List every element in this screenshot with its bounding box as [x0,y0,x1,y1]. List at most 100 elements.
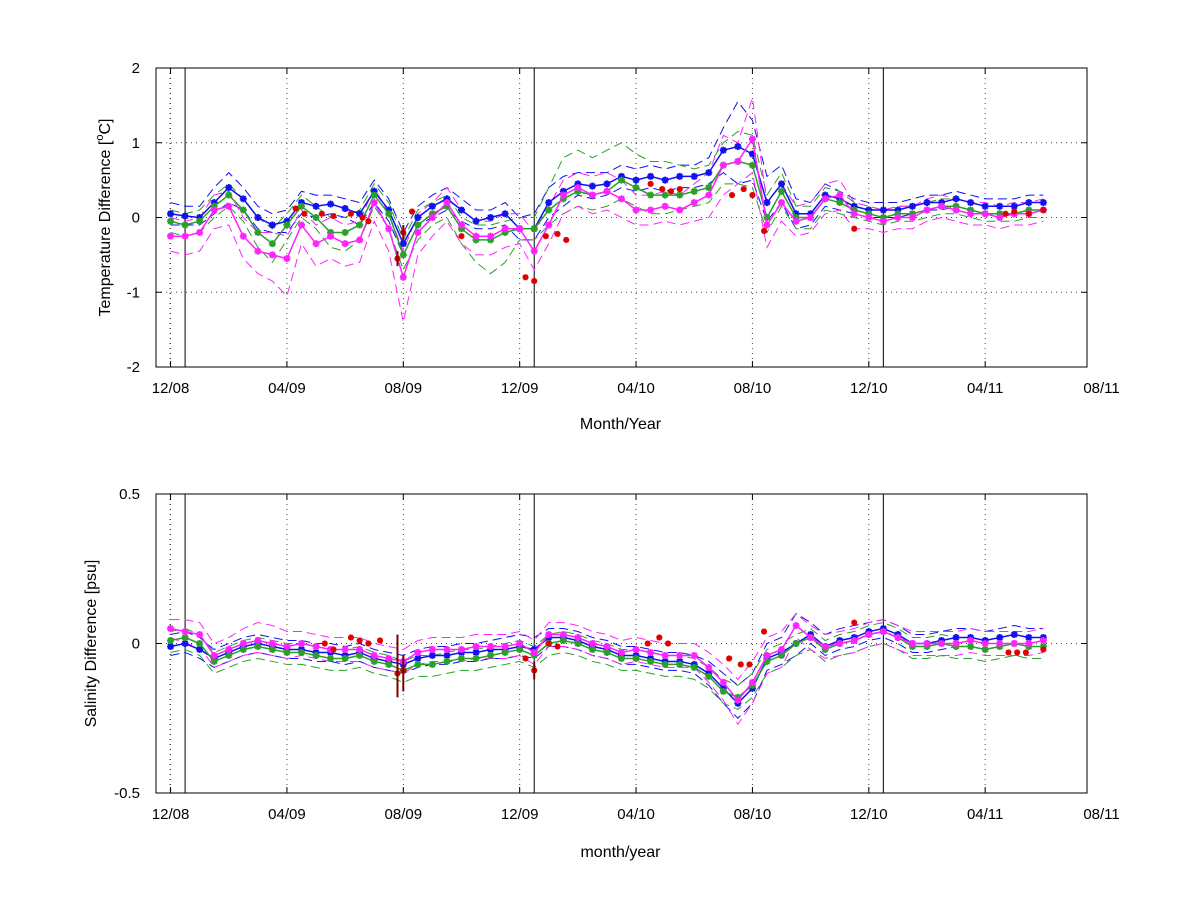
salinity-point-magenta-1 [181,628,189,636]
temperature-red-point-25 [1002,210,1009,217]
salinity-x-tick-labels: 12/08 04/09 08/09 12/09 04/10 08/10 12/10 04/11… [152,806,1120,823]
temperature-ytick-label-4: 2 [132,60,140,77]
temperature-x-axis-label: Month/Year [580,416,662,433]
temperature-envelopes [170,97,1044,323]
salinity-xtick-label-8: 08/11 [1083,806,1119,823]
temperature-xtick-label-3: 12/09 [501,380,539,397]
temperature-y-tick-labels: -2 -1 0 1 2 [127,60,140,376]
temperature-point-green-26 [545,206,553,214]
salinity-red-point-8 [522,655,529,662]
salinity-red-point-3 [356,637,363,644]
temperature-point-magenta-9 [297,221,305,229]
salinity-point-green-19 [443,657,451,665]
temperature-point-magenta-34 [661,202,669,210]
temperature-ytick-label-1: -1 [127,284,140,301]
temperature-point-magenta-50 [894,214,902,221]
temperature-ytick-label-0: -2 [127,359,140,376]
salinity-point-green-21 [472,654,480,662]
salinity-point-blue-54 [952,634,960,642]
temperature-xtick-label-8: 08/11 [1083,380,1119,397]
salinity-point-magenta-23 [501,642,509,650]
salinity-point-green-20 [457,654,465,662]
salinity-point-green-43 [792,640,800,647]
temperature-envelope-green-lower [170,183,1044,275]
temperature-point-magenta-51 [908,214,916,221]
temperature-x-tick-labels: 12/08 04/09 08/09 12/09 04/10 08/10 12/10 04/11… [152,380,1120,397]
salinity-point-green-22 [487,651,495,659]
temperature-point-magenta-18 [428,214,436,221]
salinity-series-line-magenta [170,624,1044,702]
temperature-red-point-14 [554,230,561,237]
temperature-point-magenta-2 [196,228,204,236]
temperature-red-point-3 [330,213,337,220]
salinity-point-blue-19 [443,651,451,659]
temperature-point-magenta-47 [850,210,858,218]
temperature-y-axis-label-tail: C] [97,119,114,135]
temperature-point-green-10 [312,214,320,221]
temperature-red-point-24 [851,225,858,232]
temperature-red-point-28 [1040,207,1047,214]
temperature-point-magenta-15 [385,225,393,233]
temperature-point-blue-55 [967,199,975,207]
temperature-point-magenta-11 [327,232,335,240]
salinity-ytick-label-1: 0 [132,636,140,653]
temperature-point-magenta-6 [254,247,262,255]
temperature-red-point-0 [292,205,299,212]
salinity-point-magenta-7 [268,640,276,647]
salinity-point-magenta-10 [312,642,320,650]
temperature-point-green-25 [530,225,538,233]
temperature-tick-marks [156,67,1087,368]
temperature-point-magenta-52 [923,206,931,214]
temperature-y-axis-label-degree: o [94,135,106,141]
temperature-xtick-label-7: 04/11 [967,380,1003,397]
temperature-point-magenta-0 [167,232,175,240]
salinity-point-magenta-34 [661,651,669,659]
temperature-point-blue-32 [632,176,640,184]
temperature-point-blue-22 [487,214,495,221]
salinity-point-green-18 [428,660,436,668]
salinity-point-magenta-13 [356,645,364,653]
temperature-point-magenta-3 [210,206,218,214]
temperature-red-point-22 [749,192,756,199]
salinity-point-magenta-39 [734,696,742,704]
salinity-xtick-label-6: 12/10 [850,806,888,823]
salinity-point-magenta-22 [487,642,495,650]
salinity-point-magenta-54 [952,640,960,647]
salinity-point-magenta-41 [763,651,771,659]
temperature-point-magenta-4 [225,202,233,210]
salinity-point-green-28 [574,640,582,647]
salinity-point-magenta-56 [981,640,989,647]
temperature-point-blue-5 [239,195,247,203]
salinity-envelopes [170,612,1044,726]
salinity-point-blue-2 [196,645,204,653]
temperature-series [167,135,1047,281]
temperature-point-green-15 [385,210,393,218]
temperature-point-blue-49 [879,206,887,214]
temperature-error-bars [396,224,405,267]
salinity-point-magenta-28 [574,634,582,642]
temperature-point-blue-6 [254,214,262,221]
salinity-point-green-14 [370,657,378,665]
salinity-point-magenta-8 [283,642,291,650]
temperature-point-magenta-31 [618,195,625,203]
temperature-point-magenta-17 [414,228,422,236]
temperature-point-magenta-55 [967,210,975,218]
temperature-point-blue-18 [428,202,436,210]
salinity-point-green-9 [297,648,305,656]
temperature-point-blue-16 [399,240,407,248]
temperature-point-green-46 [836,199,844,207]
temperature-point-blue-1 [181,212,189,220]
temperature-point-blue-51 [908,202,916,210]
salinity-point-green-0 [167,637,175,645]
salinity-red-point-4 [365,640,372,647]
salinity-point-green-31 [618,654,625,662]
salinity-point-magenta-31 [618,648,625,656]
salinity-point-magenta-18 [428,645,436,653]
temperature-point-green-42 [778,187,786,195]
salinity-point-magenta-26 [545,631,553,639]
salinity-point-magenta-27 [559,631,567,639]
temperature-point-green-35 [676,191,684,199]
salinity-red-point-0 [321,640,328,647]
salinity-point-green-30 [603,648,611,656]
